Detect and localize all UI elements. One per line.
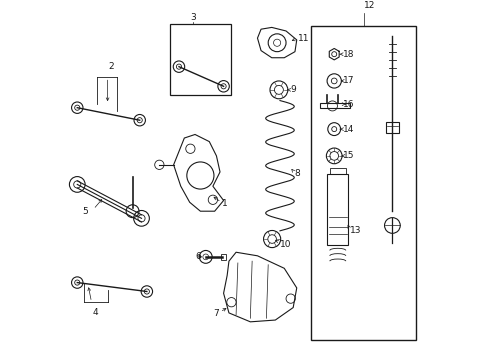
Text: 13: 13 [350, 226, 362, 235]
Text: 16: 16 [343, 100, 355, 109]
Text: 14: 14 [343, 125, 355, 134]
Text: 17: 17 [343, 76, 355, 85]
Text: 2: 2 [109, 62, 114, 71]
Bar [311, 26, 416, 340]
Bar [386, 122, 399, 133]
Text: 7: 7 [213, 309, 219, 318]
Bar [327, 174, 348, 245]
Text: 1: 1 [222, 199, 227, 208]
Text: 15: 15 [343, 152, 355, 161]
Text: 5: 5 [83, 207, 88, 216]
Bar [330, 168, 345, 174]
Text: 12: 12 [364, 1, 375, 10]
Text: 10: 10 [280, 240, 292, 249]
Text: 8: 8 [294, 169, 300, 178]
Bar [170, 24, 231, 95]
Text: 18: 18 [343, 50, 355, 59]
Text: 6: 6 [195, 252, 201, 261]
Text: 4: 4 [92, 308, 98, 317]
Text: 11: 11 [297, 33, 309, 42]
Text: 9: 9 [291, 85, 296, 94]
Bar [220, 254, 226, 260]
Bar [320, 103, 350, 108]
Text: 3: 3 [191, 13, 196, 22]
